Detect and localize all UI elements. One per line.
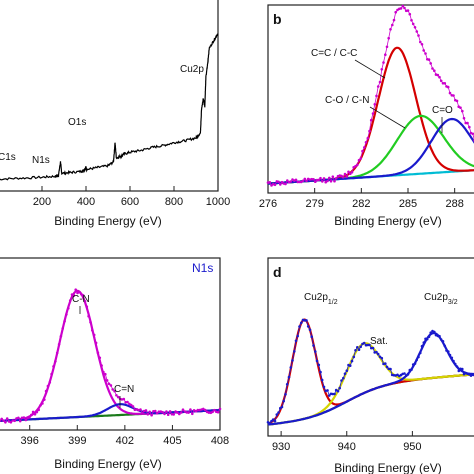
panel-a-peak-label: C1s [0, 152, 16, 163]
panel-d-envelope-line [267, 319, 474, 424]
panel-c-x-tick-label: 405 [163, 435, 181, 447]
panel-c-legend-label: N1s [192, 261, 213, 275]
panel-a-x-tick-label: 400 [77, 196, 95, 208]
panel-d-x-axis-label: Binding Energy (eV) [334, 461, 441, 474]
panel-c-peak-label: C-N [72, 294, 90, 305]
panel-a-survey-line [0, 33, 219, 181]
panel-a-x-tick-label: 800 [165, 196, 183, 208]
panel-d-component-line [267, 342, 474, 426]
panel-d-x-tick-label: 930 [272, 441, 290, 453]
panel-d-frame [267, 257, 474, 437]
panel-c-x-tick-label: 399 [68, 435, 86, 447]
panel-b-peak-label: C-O / C-N [325, 95, 369, 106]
panel-b-x-tick-label: 282 [352, 198, 370, 210]
panel-c-x-tick-label: 408 [211, 435, 229, 447]
panel-b-x-tick-label: 288 [445, 198, 463, 210]
panel-a-survey-spectrum: 200 400 600 800 1000 C1s N1s O1s Cu2p Binding E… [0, 0, 230, 228]
panel-d-peak-label: Sat. [370, 336, 388, 347]
panel-d-x-tick-label: 940 [338, 441, 356, 453]
panel-b-envelope-line [267, 5, 474, 186]
panel-c-n1s-spectrum: N1s 396 399 402 405 408 C-N C=N Binding Energ… [0, 257, 229, 471]
panel-c-peak-label: C=N [114, 384, 134, 395]
panel-d-x-tick-label: 950 [403, 441, 421, 453]
panel-b-peak-label: C=C / C-C [311, 48, 357, 59]
panel-b-x-axis-label: Binding Energy (eV) [334, 214, 441, 228]
panel-c-component-line [0, 289, 221, 422]
panel-b-annotation-arrow [354, 59, 386, 79]
panel-a-x-tick-label: 200 [33, 196, 51, 208]
panel-b-c1s-spectrum: b 276 279 282 285 288 C=C / C-CC-O / C-NC=O … [259, 4, 474, 228]
panel-b-annotation-arrow [369, 106, 406, 129]
panel-c-x-tick-label: 402 [116, 435, 134, 447]
panel-c-envelope-line [0, 288, 221, 423]
panel-d-cu2p-spectrum: d 930 940 950 Cu2p1/2 Sat. Cu2p3/2 Binding E… [266, 257, 474, 474]
panel-b-letter: b [273, 11, 282, 27]
panel-d-background-line [267, 373, 474, 426]
panel-a-x-tick-label: 1000 [206, 196, 230, 208]
panel-d-peak-label: Cu2p3/2 [424, 292, 458, 306]
panel-c-x-tick-label: 396 [21, 435, 39, 447]
panel-d-peak-label: Cu2p1/2 [304, 292, 338, 306]
panel-a-peak-label: O1s [68, 117, 86, 128]
panel-b-x-tick-label: 276 [259, 198, 277, 210]
panel-b-x-tick-label: 285 [399, 198, 417, 210]
panel-b-peak-label: C=O [432, 105, 453, 116]
panel-a-peak-label: Cu2p [180, 64, 204, 75]
panel-b-x-tick-label: 279 [305, 198, 323, 210]
panel-a-peak-label: N1s [32, 155, 50, 166]
panel-c-frame [0, 257, 221, 431]
panel-c-component-line [0, 403, 221, 422]
panel-d-letter: d [273, 264, 282, 280]
panel-a-x-tick-label: 600 [121, 196, 139, 208]
panel-b-frame [267, 4, 474, 194]
panel-a-frame [0, 0, 219, 192]
panel-c-x-axis-label: Binding Energy (eV) [54, 457, 161, 471]
panel-d-component-line [267, 331, 474, 426]
panel-a-x-axis-label: Binding Energy (eV) [54, 214, 161, 228]
